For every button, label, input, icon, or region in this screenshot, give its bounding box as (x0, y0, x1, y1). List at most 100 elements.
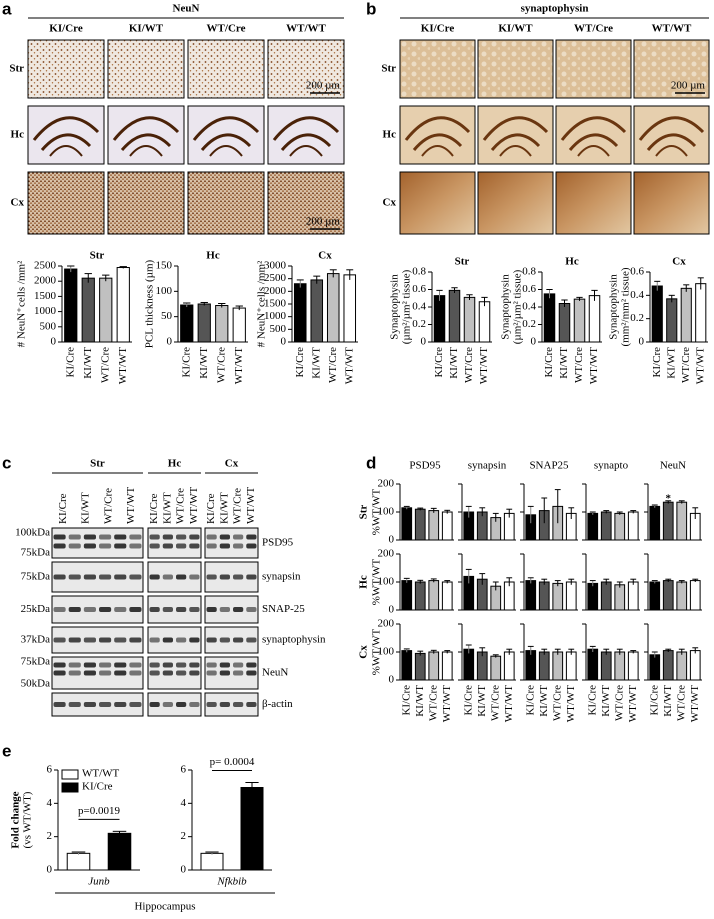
panel-title: synaptophysin (521, 3, 589, 15)
x-tick-label: KI/WT (198, 347, 210, 379)
bar (478, 301, 491, 343)
marker-label: 75kDa (21, 571, 50, 583)
bar (463, 296, 476, 343)
bar (689, 650, 701, 681)
group-label: Str (90, 458, 105, 470)
y-axis-label: %WT/WT (371, 629, 383, 676)
bar (232, 307, 246, 343)
blot-band (219, 702, 230, 707)
bar (587, 648, 599, 681)
bar (343, 274, 357, 343)
bar (587, 582, 599, 611)
bar (401, 507, 413, 541)
y-tick-label: 0 (531, 336, 537, 348)
legend-swatch (61, 782, 79, 793)
y-tick-label: 2500 (264, 272, 287, 284)
blot-band (189, 574, 200, 580)
chart-title: Hc (206, 250, 220, 262)
y-axis-label: Synaptophysin (500, 274, 512, 340)
x-tick-label: KI/Cre (180, 347, 192, 378)
legend-label: WT/WT (82, 768, 120, 780)
blot-band (219, 607, 230, 612)
bar (441, 581, 453, 611)
bar (503, 651, 515, 681)
blot-band (246, 574, 257, 580)
blot-band (176, 670, 187, 676)
blot-band (149, 543, 160, 549)
hippocampus-layer (499, 145, 532, 157)
x-tick-label: KI/WT (538, 685, 550, 717)
x-tick-label: WT/Cre (215, 347, 227, 383)
blot-band (114, 637, 127, 643)
bar (116, 267, 130, 343)
chart-title: Cx (318, 250, 332, 262)
blot-band (83, 670, 96, 676)
blot-band (68, 662, 81, 668)
row-label: Hc (358, 575, 370, 589)
hippocampus-layer (200, 133, 252, 151)
blot-band (189, 543, 200, 549)
micrograph (27, 39, 105, 99)
blot (204, 692, 259, 717)
marker-label: 37kDa (21, 634, 50, 646)
blot-band (129, 637, 142, 643)
scale-bar-label: 200 µm (671, 80, 706, 92)
blot-band (53, 607, 66, 612)
blot-band (99, 670, 112, 676)
protein-label: SNAP-25 (262, 603, 305, 615)
x-tick-label: KI/WT (82, 347, 94, 379)
y-axis-label: Synaptophysin (608, 274, 620, 340)
blot-band (233, 607, 244, 612)
bar (552, 582, 564, 611)
lane-label: WT/WT (125, 486, 137, 524)
y-tick-label: 0.4 (522, 301, 536, 313)
bar (680, 287, 692, 343)
bar (66, 852, 91, 871)
bar (490, 655, 502, 681)
y-tick-label: 0.8 (522, 266, 536, 278)
x-tick-label: KI/Cre (524, 685, 536, 716)
micrograph (555, 171, 632, 235)
blot-band (206, 702, 217, 707)
x-tick-label: WT/Cre (327, 347, 339, 383)
micrograph (633, 39, 710, 99)
blot-band (206, 534, 217, 540)
hippocampus-layer (209, 145, 243, 157)
blot-band (114, 670, 127, 676)
bar (689, 580, 701, 611)
x-tick-label: KI/Cre (433, 347, 445, 378)
bar (197, 303, 211, 343)
bar (666, 298, 678, 343)
blot-band (233, 534, 244, 540)
x-tick-label: WT/Cre (99, 347, 111, 383)
bar (441, 651, 453, 681)
blot-band (233, 662, 244, 668)
x-tick-label: WT/WT (627, 685, 639, 723)
row-label: Cx (358, 645, 370, 659)
blot (204, 527, 259, 559)
x-tick-label: KI/Cre (400, 685, 412, 716)
x-tick-label: KI/WT (476, 685, 488, 717)
bar (215, 305, 229, 343)
y-tick-label: 500 (40, 320, 57, 332)
blot-band (162, 670, 173, 676)
y-tick-label: 2500 (34, 260, 57, 272)
x-tick-label: WT/WT (343, 347, 355, 385)
marker-label: 75kDa (21, 547, 50, 559)
x-tick-label: WT/WT (588, 347, 600, 385)
bar (64, 268, 78, 343)
bar (600, 651, 612, 681)
x-tick-label: WT/WT (441, 685, 453, 723)
blot-band (83, 543, 96, 549)
y-tick-label: 1000 (34, 305, 57, 317)
x-tick-label: WT/Cre (427, 685, 439, 721)
blot-band (114, 534, 127, 540)
column-header: WT/WT (652, 23, 692, 35)
blot-band (206, 607, 217, 612)
blot-band (233, 670, 244, 676)
micrograph (477, 171, 554, 235)
blot-band (176, 574, 187, 580)
hippocampus-layer (129, 145, 163, 157)
blot-band (114, 662, 127, 668)
y-tick-label: 0 (51, 336, 57, 348)
